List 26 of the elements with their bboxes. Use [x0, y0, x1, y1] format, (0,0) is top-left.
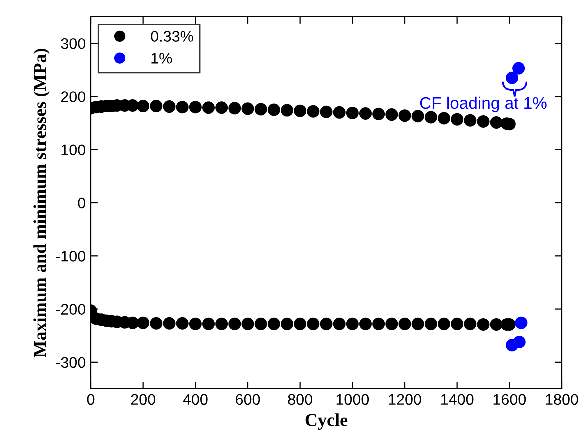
x-tick-label: 1800 [546, 394, 578, 406]
point [515, 316, 528, 330]
x-tick-label: 200 [131, 394, 156, 406]
annotation: CF loading at 1% [420, 96, 547, 112]
legend-label: 0.33% [151, 31, 194, 42]
y-tick-label: 0 [78, 198, 86, 209]
y-tick-label: -200 [56, 304, 86, 315]
x-tick-label: 800 [288, 394, 312, 406]
point [506, 72, 519, 84]
point [512, 62, 526, 75]
legend-label: 1% [152, 53, 172, 64]
y-tick-label: -300 [56, 357, 86, 368]
x-axis-title: Cycle [306, 414, 348, 430]
y-tick-label: -100 [56, 251, 86, 262]
x-tick-label: 1000 [336, 394, 370, 406]
y-tick-label: 100 [62, 144, 86, 156]
x-tick-label: 400 [183, 394, 208, 406]
y-tick-label: 300 [61, 38, 86, 50]
x-tick-label: 1600 [494, 394, 526, 406]
y-tick-label: 200 [61, 92, 86, 102]
y-axis-title: Maximum and minimum stresses (MPa) [34, 48, 50, 358]
point [513, 336, 526, 348]
x-tick-label: 1200 [389, 394, 422, 406]
x-tick-label: 0 [87, 394, 95, 406]
x-tick-label: 600 [236, 394, 260, 406]
x-tick-label: 1400 [442, 394, 474, 406]
